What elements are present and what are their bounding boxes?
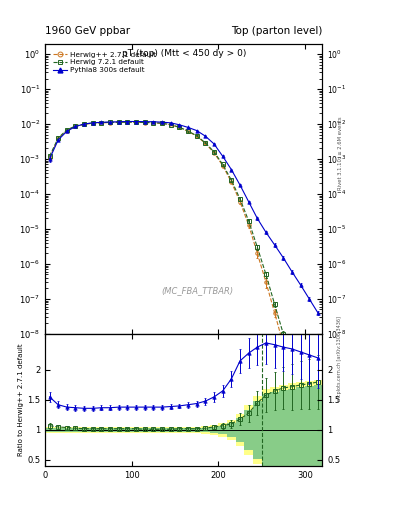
Y-axis label: Ratio to Herwig++ 2.7.1 default: Ratio to Herwig++ 2.7.1 default [18,344,24,456]
Text: 1960 GeV ppbar: 1960 GeV ppbar [45,26,130,36]
Text: mcplots.cern.ch [arXiv:1306.3436]: mcplots.cern.ch [arXiv:1306.3436] [338,316,342,401]
Text: pT (top) (Mtt < 450 dy > 0): pT (top) (Mtt < 450 dy > 0) [121,49,246,58]
Text: Rivet 3.1.10; ≥ 2.6M events: Rivet 3.1.10; ≥ 2.6M events [338,117,342,190]
Text: (MC_FBA_TTBAR): (MC_FBA_TTBAR) [162,286,234,295]
Text: Top (parton level): Top (parton level) [231,26,322,36]
Legend: Herwig++ 2.7.1 default, Herwig 7.2.1 default, Pythia8 300s default: Herwig++ 2.7.1 default, Herwig 7.2.1 def… [51,50,157,75]
